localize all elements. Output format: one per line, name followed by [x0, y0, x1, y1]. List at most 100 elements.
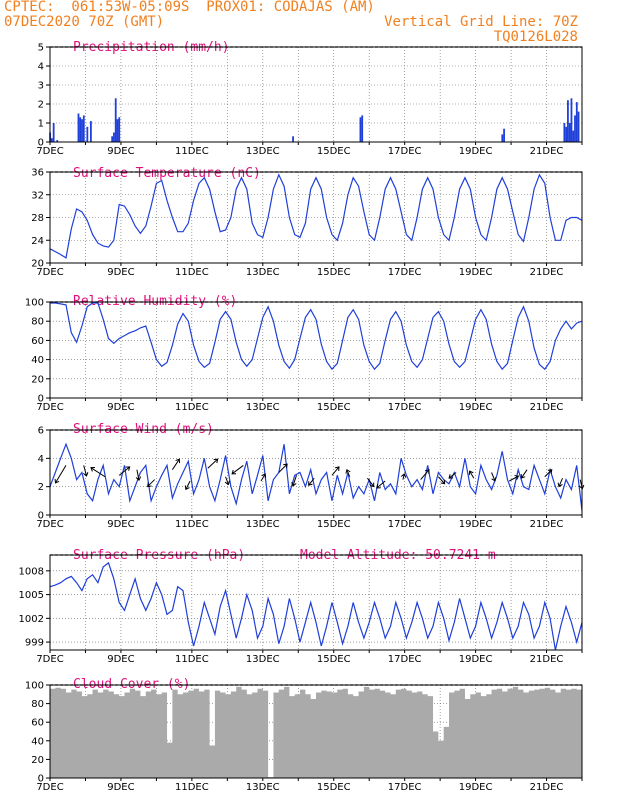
x-tick-label: 19DEC [459, 782, 493, 793]
precip-bar [359, 117, 362, 142]
wind-arrow-shaft [544, 469, 553, 478]
series-line [49, 173, 583, 259]
wind-arrow-shaft [469, 470, 475, 479]
wind-arrow-head [135, 476, 142, 482]
x-tick-label: 19DEC [459, 146, 493, 157]
wind-arrow-head [520, 474, 526, 479]
wind-arrow-head [514, 475, 520, 480]
y-tick-label: 80 [31, 317, 44, 328]
x-tick-label: 13DEC [246, 402, 280, 413]
wind-arrow-shaft [225, 476, 229, 485]
series-line [49, 442, 583, 511]
x-tick-label: 7DEC [36, 402, 63, 413]
header-run-id: TQ0126L028 [493, 29, 578, 45]
precip-bar [574, 115, 576, 142]
wind-arrow-shaft [521, 469, 528, 479]
x-tick-label: 15DEC [317, 402, 351, 413]
precip-bar [52, 123, 55, 142]
x-tick-label: 17DEC [388, 654, 422, 665]
panel-frame [49, 171, 583, 264]
precip-bar [50, 138, 53, 142]
header-grid-note: Vertical Grid Line: 70Z [384, 14, 578, 30]
series-line [50, 302, 583, 371]
x-tick-label: 21DEC [530, 519, 564, 530]
y-tick-label: 4 [38, 454, 44, 465]
y-tick-label: 20 [31, 374, 44, 385]
x-tick-label: 9DEC [107, 146, 134, 157]
precip-bar [86, 126, 89, 142]
wind-arrow-shaft [491, 472, 496, 482]
wind-arrow-head [125, 466, 131, 471]
wind-arrow-head [90, 466, 95, 472]
panel-frame [49, 301, 583, 399]
wind-arrow-head [261, 473, 267, 479]
wind-arrow-shaft [331, 466, 340, 476]
wind-arrow-shaft [558, 477, 563, 487]
y-tick-label: 20 [31, 755, 44, 766]
precip-bar [116, 119, 119, 142]
x-tick-label: 19DEC [459, 402, 493, 413]
y-tick-label: 28 [31, 213, 44, 224]
x-tick-label: 15DEC [317, 519, 351, 530]
wind-arrow-head [547, 469, 553, 474]
x-tick-label: 9DEC [107, 519, 134, 530]
precip-bar [572, 130, 575, 142]
precip-bar [114, 98, 117, 142]
wind-arrow-head [440, 479, 446, 485]
y-tick-label: 32 [31, 190, 44, 201]
precip-bar [111, 136, 114, 142]
wind-arrow-shaft [207, 458, 218, 469]
wind-arrow-shaft [90, 467, 106, 478]
wind-arrow-head [54, 478, 60, 484]
x-tick-label: 15DEC [317, 782, 351, 793]
wind-arrow-shaft [118, 466, 130, 476]
y-tick-label: 40 [31, 736, 44, 747]
x-tick-label: 17DEC [388, 146, 422, 157]
x-tick-label: 7DEC [36, 782, 63, 793]
wind-arrow-shaft [402, 473, 405, 480]
y-tick-label: 5 [38, 43, 44, 54]
y-tick-label: 0 [38, 138, 44, 149]
x-tick-label: 9DEC [107, 267, 134, 278]
y-tick-label: 100 [25, 681, 44, 692]
x-tick-label: 19DEC [459, 519, 493, 530]
x-tick-label: 11DEC [175, 267, 209, 278]
x-tick-label: 9DEC [107, 782, 134, 793]
x-tick-label: 13DEC [246, 267, 280, 278]
wind-arrow-shaft [55, 465, 67, 484]
x-tick-label: 9DEC [107, 654, 134, 665]
wind-arrow-head [557, 482, 563, 488]
x-tick-label: 15DEC [317, 267, 351, 278]
wind-arrow-shaft [292, 475, 297, 486]
y-tick-label: 2 [38, 100, 44, 111]
x-tick-label: 11DEC [175, 519, 209, 530]
precip-bar [89, 121, 92, 142]
y-tick-label: 1005 [19, 590, 44, 601]
y-tick-label: 0 [38, 511, 44, 522]
wind-arrow-head [83, 472, 89, 477]
y-tick-label: 6 [38, 426, 44, 437]
precip-bar [563, 123, 566, 142]
wind-arrow-head [147, 482, 152, 488]
wind-arrow-shaft [308, 477, 315, 486]
precip-bar [77, 113, 80, 142]
precip-bar [568, 123, 571, 142]
x-tick-label: 21DEC [530, 654, 564, 665]
x-tick-label: 13DEC [246, 146, 280, 157]
x-tick-label: 21DEC [530, 782, 564, 793]
x-tick-label: 15DEC [317, 146, 351, 157]
wind-arrow-head [468, 470, 474, 476]
x-tick-label: 7DEC [36, 654, 63, 665]
wind-arrow-head [369, 482, 375, 488]
y-tick-label: 999 [25, 638, 44, 649]
x-tick-label: 17DEC [388, 519, 422, 530]
x-tick-label: 9DEC [107, 402, 134, 413]
precip-bar [501, 134, 504, 142]
panel-title: Surface Temperature (nC) [73, 166, 261, 181]
x-tick-label: 7DEC [36, 267, 63, 278]
x-tick-label: 13DEC [246, 654, 280, 665]
